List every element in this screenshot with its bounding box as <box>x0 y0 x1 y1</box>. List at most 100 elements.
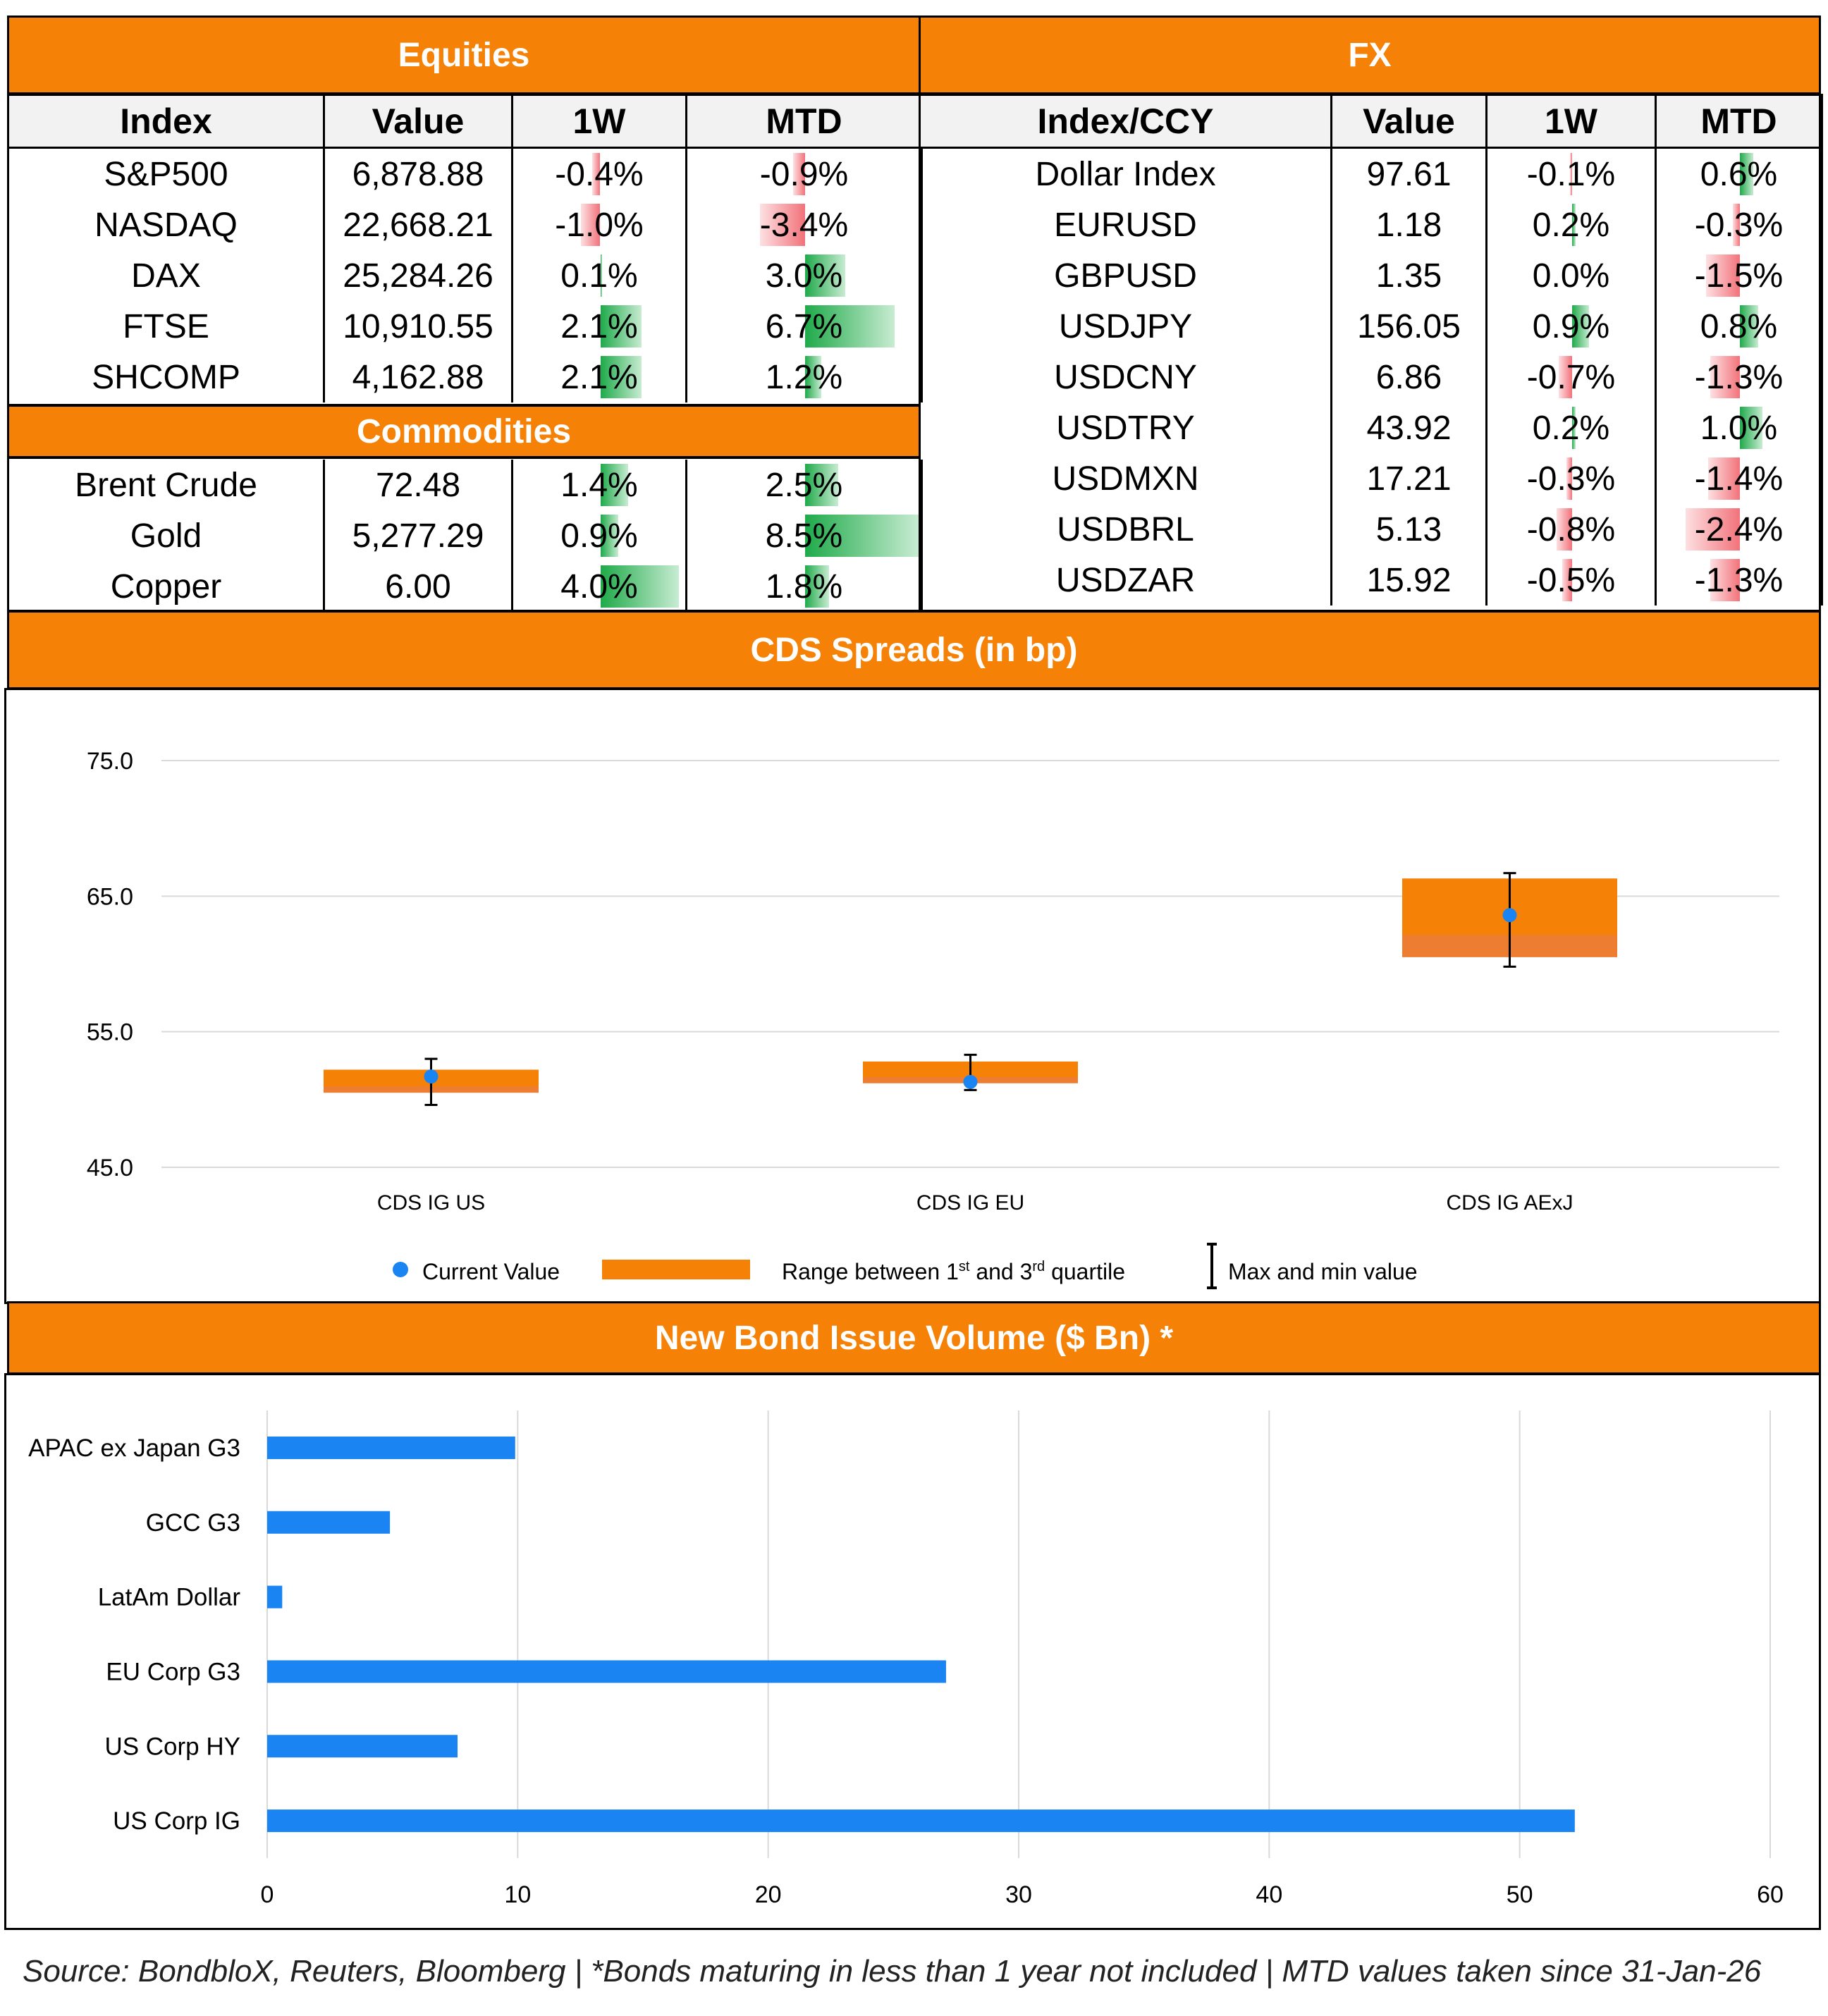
cell-1w: 0.0% <box>1485 250 1657 301</box>
x-tick-label: 30 <box>1005 1881 1032 1908</box>
x-category-label: CDS IG US <box>377 1191 485 1215</box>
cell-name: Dollar Index <box>919 147 1332 199</box>
bar <box>267 1585 283 1609</box>
current-value-point <box>424 1069 438 1084</box>
positive-bar <box>1572 407 1576 449</box>
bond-chart: APAC ex Japan G3 GCC G3 LatAm Dollar EU Cor… <box>28 1410 1784 1908</box>
cell-text: 0.8% <box>1700 307 1778 345</box>
cell-mtd: 3.0% <box>685 250 923 301</box>
fx-header-row: Index/CCY Value 1W MTD <box>919 94 1823 149</box>
cell-1w: 0.2% <box>1485 199 1657 250</box>
cell-name: Brent Crude <box>7 460 325 510</box>
fx-title: FX <box>1348 36 1392 74</box>
table-row: Copper 6.00 4.0% 1.8% <box>7 561 923 612</box>
cell-text: -0.7% <box>1526 358 1616 396</box>
cds-header: CDS Spreads (in bp) <box>7 610 1821 689</box>
commodities-title: Commodities <box>356 412 572 450</box>
table-row: Dollar Index 97.61 -0.1% 0.6% <box>919 147 1823 199</box>
bar <box>267 1809 1575 1833</box>
bond-title: New Bond Issue Volume ($ Bn) * <box>654 1319 1174 1357</box>
cell-text: 2.1% <box>560 358 638 396</box>
bond-chart-panel: APAC ex Japan G3 GCC G3 LatAm Dollar EU Cor… <box>4 1373 1821 1930</box>
col-1w: 1W <box>511 94 687 149</box>
positive-bar <box>600 464 628 506</box>
cell-1w: -0.8% <box>1485 504 1657 555</box>
positive-bar <box>1572 204 1576 246</box>
positive-bar <box>600 565 680 608</box>
cell-mtd: -1.4% <box>1655 453 1823 504</box>
cell-name: Copper <box>7 561 325 612</box>
cell-1w: -0.4% <box>511 147 687 199</box>
negative-bar <box>580 204 601 246</box>
y-category-label: LatAm Dollar <box>98 1584 241 1611</box>
cell-value: 43.92 <box>1330 402 1487 453</box>
negative-bar <box>759 204 805 246</box>
cell-1w: 4.0% <box>511 561 687 612</box>
cell-1w: -0.5% <box>1485 555 1657 606</box>
cell-1w: 2.1% <box>511 301 687 352</box>
cell-1w: 0.1% <box>511 250 687 301</box>
negative-bar <box>1570 153 1572 195</box>
cell-text: -0.1% <box>1526 155 1616 193</box>
cell-name: USDCNY <box>919 352 1332 402</box>
cell-name: EURUSD <box>919 199 1332 250</box>
cell-text: 0.2% <box>1532 206 1610 244</box>
cell-value: 5.13 <box>1330 504 1487 555</box>
col-1w: 1W <box>1485 94 1657 149</box>
cell-text: -0.8% <box>1526 510 1616 548</box>
table-row: S&P500 6,878.88 -0.4% -0.9% <box>7 147 923 199</box>
legend-maxmin-marker <box>1207 1243 1217 1289</box>
cell-text: 0.1% <box>560 257 638 295</box>
fx-table: Index/CCY Value 1W MTD Dollar Index 97.61… <box>919 94 1823 606</box>
positive-bar <box>805 305 895 348</box>
y-category-label: APAC ex Japan G3 <box>28 1434 240 1462</box>
box-0 <box>324 1057 539 1107</box>
cell-text: 8.5% <box>765 517 843 555</box>
legend-range-label: Range between 1st and 3rd quartile <box>782 1259 1125 1284</box>
negative-bar <box>1710 559 1740 601</box>
cell-text: -1.4% <box>1694 460 1784 498</box>
cell-text: 4.0% <box>560 567 638 606</box>
table-row: Brent Crude 72.48 1.4% 2.5% <box>7 460 923 510</box>
positive-bar <box>1572 305 1590 348</box>
cell-1w: -1.0% <box>511 199 687 250</box>
cell-text: -0.4% <box>555 155 644 193</box>
commodities-header: Commodities <box>7 405 921 458</box>
current-value-point <box>1502 908 1517 923</box>
col-mtd: MTD <box>1655 94 1823 149</box>
cell-value: 1.18 <box>1330 199 1487 250</box>
cell-name: USDMXN <box>919 453 1332 504</box>
legend-range-marker <box>602 1260 750 1279</box>
positive-bar <box>805 515 919 557</box>
cell-mtd: 6.7% <box>685 301 923 352</box>
cell-text: 6.7% <box>765 307 843 345</box>
positive-bar <box>805 254 845 297</box>
bond-header: New Bond Issue Volume ($ Bn) * <box>7 1301 1821 1375</box>
table-row: Gold 5,277.29 0.9% 8.5% <box>7 510 923 561</box>
cell-text: 0.9% <box>560 517 638 555</box>
cell-name: USDTRY <box>919 402 1332 453</box>
cds-title: CDS Spreads (in bp) <box>750 631 1078 669</box>
x-tick-label: 50 <box>1507 1881 1533 1908</box>
positive-bar <box>1740 407 1762 449</box>
commodities-table: Brent Crude 72.48 1.4% 2.5% Gold 5,277.29 0.9%… <box>7 460 923 612</box>
legend-maxmin-label: Max and min value <box>1228 1259 1418 1284</box>
cell-value: 97.61 <box>1330 147 1487 199</box>
table-row: EURUSD 1.18 0.2% -0.3% <box>919 199 1823 250</box>
cell-name: USDBRL <box>919 504 1332 555</box>
negative-bar <box>592 153 601 195</box>
col-index: Index <box>7 94 325 149</box>
cell-mtd: 0.6% <box>1655 147 1823 199</box>
cell-text: -0.3% <box>1526 460 1616 498</box>
cell-name: USDJPY <box>919 301 1332 352</box>
table-row: USDZAR 15.92 -0.5% -1.3% <box>919 555 1823 606</box>
cell-mtd: -1.3% <box>1655 555 1823 606</box>
table-row: GBPUSD 1.35 0.0% -1.5% <box>919 250 1823 301</box>
cell-name: Gold <box>7 510 325 561</box>
equities-header-row: Index Value 1W MTD <box>7 94 923 149</box>
negative-bar <box>1557 508 1572 551</box>
cell-name: GBPUSD <box>919 250 1332 301</box>
cell-value: 17.21 <box>1330 453 1487 504</box>
cell-text: 3.0% <box>765 257 843 295</box>
negative-bar <box>1562 559 1572 601</box>
